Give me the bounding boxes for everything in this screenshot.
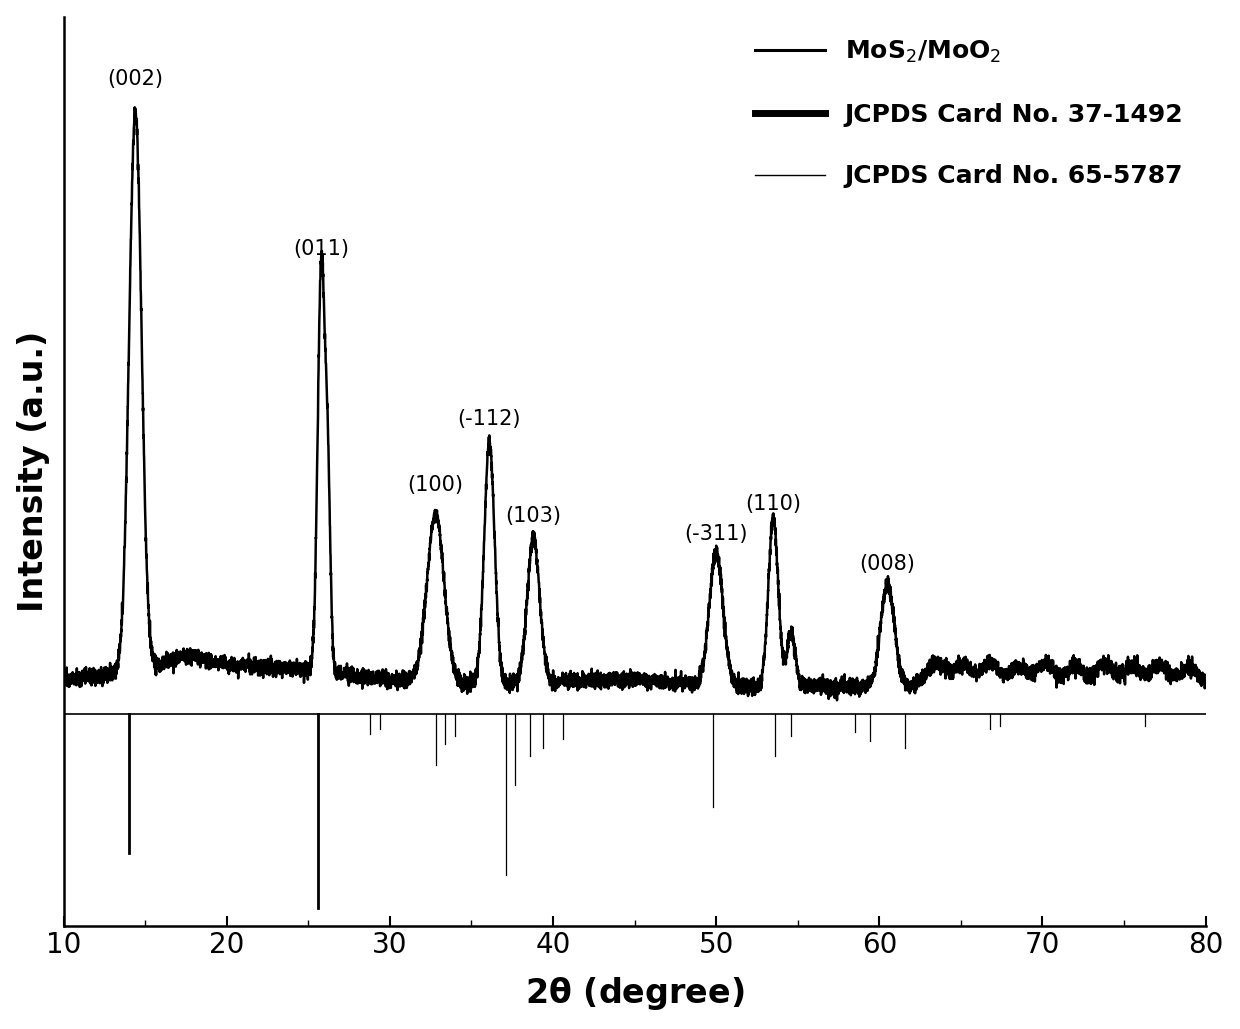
Text: (103): (103): [506, 506, 562, 526]
Text: (110): (110): [745, 494, 801, 513]
Text: (-311): (-311): [684, 524, 748, 544]
Text: (011): (011): [294, 239, 350, 259]
Text: (100): (100): [408, 475, 464, 496]
Y-axis label: Intensity (a.u.): Intensity (a.u.): [16, 330, 50, 612]
Legend: MoS$_2$/MoO$_2$, JCPDS Card No. 37-1492, JCPDS Card No. 65-5787: MoS$_2$/MoO$_2$, JCPDS Card No. 37-1492,…: [744, 29, 1193, 199]
Text: (-112): (-112): [458, 409, 521, 429]
Text: (008): (008): [859, 555, 915, 574]
X-axis label: $\mathbf{2\theta}$ $\mathbf{(degree)}$: $\mathbf{2\theta}$ $\mathbf{(degree)}$: [525, 975, 744, 1013]
Text: (002): (002): [108, 69, 164, 90]
